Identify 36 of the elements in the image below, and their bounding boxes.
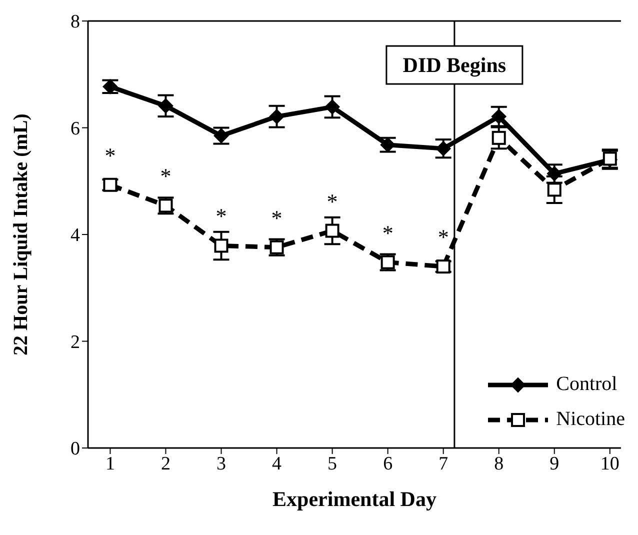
- annotation: *: [271, 205, 282, 230]
- annotation: *: [326, 188, 338, 214]
- x-tick-label: 7: [438, 453, 448, 474]
- y-axis-title: 22 Hour Liquid Intake (mL): [10, 114, 32, 356]
- annotation: *: [216, 204, 227, 229]
- x-tick-label: 5: [328, 453, 338, 474]
- point: [158, 98, 174, 114]
- x-tick-label: 2: [160, 453, 170, 474]
- y-tick-label: 8: [70, 12, 80, 33]
- point: [269, 109, 284, 124]
- x-axis-title: Experimental Day: [272, 487, 437, 511]
- legend-label: Nicotine: [556, 408, 625, 431]
- y-tick-label: 0: [70, 438, 80, 460]
- point: [491, 109, 506, 124]
- point: [547, 182, 562, 197]
- x-tick-label: 8: [494, 453, 504, 474]
- point: [324, 99, 340, 114]
- point: [436, 141, 451, 156]
- annotation: *: [382, 220, 394, 246]
- ref-line-label: DID Begins: [402, 53, 506, 77]
- point: [214, 238, 228, 253]
- point: [492, 130, 506, 145]
- annotation: *: [104, 142, 116, 168]
- y-tick-label: 2: [70, 332, 80, 353]
- y-tick-label: 6: [70, 118, 80, 140]
- point: [325, 224, 340, 238]
- x-tick-label: 9: [550, 453, 560, 474]
- x-tick-label: 4: [272, 453, 282, 474]
- x-tick-label: 10: [600, 453, 620, 474]
- annotation: *: [160, 164, 172, 189]
- y-tick-label: 4: [70, 225, 80, 246]
- legend-label: Control: [556, 373, 618, 396]
- annotation: *: [438, 224, 449, 250]
- x-tick-label: 6: [383, 453, 393, 474]
- x-tick-label: 1: [105, 453, 115, 474]
- x-tick-label: 3: [216, 453, 226, 474]
